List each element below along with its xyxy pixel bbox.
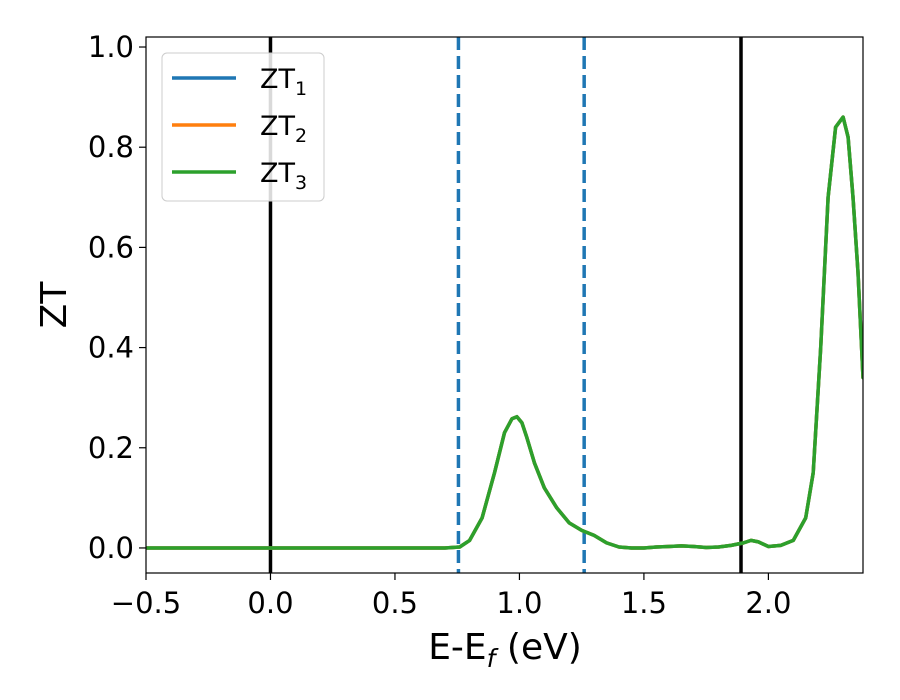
x-tick-label: −0.5	[111, 586, 181, 620]
legend: ZT1 ZT2 ZT3	[161, 52, 325, 202]
x-tick-label: 2.0	[745, 586, 791, 620]
series-line-3	[146, 115, 863, 550]
legend-label-1: ZT1	[260, 64, 307, 100]
y-axis-ticks: 0.0 0.2 0.4 0.6 0.8 1.0	[88, 30, 146, 565]
y-tick-label: 0.2	[88, 431, 134, 465]
x-tick-label: 0.5	[372, 586, 418, 620]
y-tick-label: 1.0	[88, 30, 134, 64]
x-axis-label-unit: (eV)	[495, 627, 581, 668]
plot-frame	[145, 36, 864, 574]
y-tick-label: 0.4	[88, 331, 134, 365]
legend-box	[161, 52, 325, 202]
x-tick-label: 1.5	[621, 586, 667, 620]
series-group	[146, 115, 863, 550]
x-axis-label-main: E-E	[428, 627, 486, 668]
y-tick-label: 0.0	[88, 531, 134, 565]
x-tick-label: 1.0	[496, 586, 542, 620]
y-tick-label: 0.8	[88, 130, 134, 164]
y-axis-label: ZT	[34, 281, 75, 329]
x-axis-ticks: −0.5 0.0 0.5 1.0 1.5 2.0	[111, 573, 791, 620]
reference-lines	[268, 37, 743, 573]
legend-label-3: ZT3	[260, 158, 307, 194]
y-tick-label: 0.6	[88, 230, 134, 264]
x-axis-label: E-Ef (eV)	[428, 627, 582, 673]
x-tick-label: 0.0	[247, 586, 293, 620]
legend-label-2: ZT2	[260, 111, 307, 147]
